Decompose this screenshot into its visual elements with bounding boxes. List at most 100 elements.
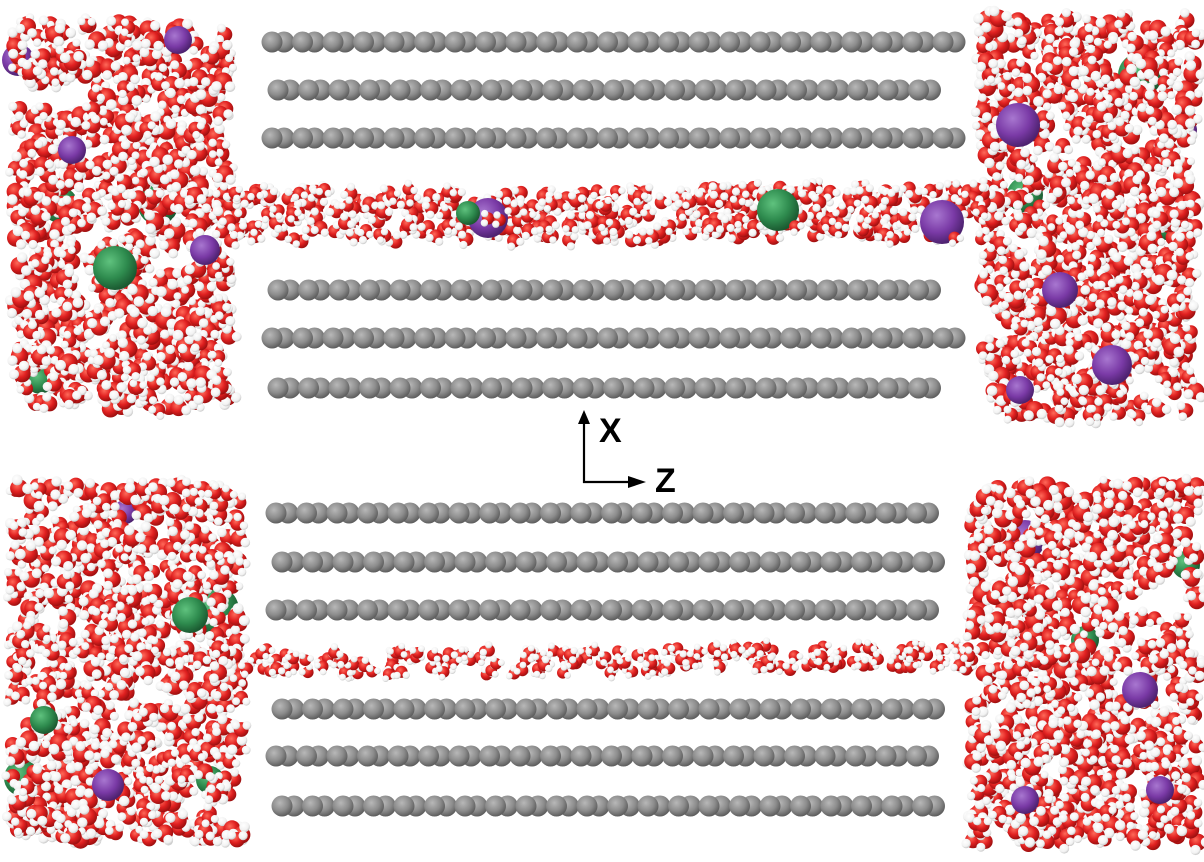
hydrogen-atom <box>106 16 117 26</box>
hydrogen-atom <box>982 112 992 122</box>
carbon-atom <box>292 127 313 149</box>
hydrogen-atom <box>1061 8 1071 18</box>
hydrogen-atom <box>1047 223 1056 231</box>
hydrogen-atom <box>148 405 157 414</box>
hydrogen-atom <box>1109 412 1118 421</box>
hydrogen-atom <box>105 99 117 110</box>
carbon-atom <box>328 279 350 301</box>
hydrogen-atom <box>1085 34 1094 44</box>
carbon-atom <box>597 31 618 53</box>
top-left-water-reservoir <box>2 13 242 420</box>
hydrogen-atom <box>231 331 242 342</box>
hydrogen-atom <box>1144 260 1153 269</box>
carbon-atom <box>719 127 740 149</box>
hydrogen-atom <box>1154 163 1163 172</box>
hydrogen-atom <box>1045 111 1055 121</box>
carbon-atom <box>511 279 533 301</box>
hydrogen-atom <box>1062 111 1071 120</box>
carbon-atom <box>389 279 411 301</box>
hydrogen-atom <box>1156 186 1167 198</box>
hydrogen-atom <box>978 93 987 102</box>
hydrogen-atom <box>186 378 197 389</box>
hydrogen-atom <box>1078 384 1090 396</box>
carbon-atom <box>267 79 289 101</box>
hydrogen-atom <box>22 308 33 319</box>
hydrogen-atom <box>399 230 408 239</box>
hydrogen-atom <box>1056 388 1065 396</box>
hydrogen-atom <box>34 139 44 149</box>
hydrogen-atom <box>1095 299 1105 309</box>
carbon-atom <box>414 31 435 53</box>
hydrogen-atom <box>1126 198 1136 209</box>
hydrogen-atom <box>96 93 106 103</box>
hydrogen-atom <box>1090 70 1102 82</box>
hydrogen-atom <box>1041 265 1053 276</box>
hydrogen-atom <box>136 335 146 345</box>
carbon-atom <box>664 377 685 399</box>
hydrogen-atom <box>1093 205 1101 213</box>
hydrogen-atom <box>70 116 82 128</box>
hydrogen-atom <box>1060 397 1069 406</box>
hydrogen-atom <box>1014 249 1025 260</box>
hydrogen-atom <box>1016 58 1025 67</box>
carbon-atom <box>688 327 710 349</box>
hydrogen-atom <box>1067 196 1076 205</box>
hydrogen-atom <box>222 39 233 51</box>
carbon-atom <box>420 79 441 101</box>
hydrogen-atom <box>1068 47 1079 57</box>
hydrogen-atom <box>972 121 981 130</box>
carbon-atom <box>633 79 655 101</box>
hydrogen-atom <box>201 77 211 87</box>
hydrogen-atom <box>117 337 128 348</box>
hydrogen-atom <box>1023 348 1032 357</box>
hydrogen-atom <box>1174 57 1183 66</box>
hydrogen-atom <box>1172 67 1182 77</box>
hydrogen-atom <box>82 102 91 111</box>
carbon-atom <box>664 79 685 101</box>
hydrogen-atom <box>1134 364 1145 375</box>
carbon-atom <box>694 79 716 101</box>
hydrogen-atom <box>41 211 51 222</box>
hydrogen-atom <box>981 295 992 307</box>
hydrogen-atom <box>1033 96 1044 107</box>
hydrogen-atom <box>1161 150 1169 158</box>
hydrogen-atom <box>15 23 26 34</box>
hydrogen-atom <box>119 350 130 362</box>
hydrogen-atom <box>1023 193 1034 204</box>
hydrogen-atom <box>201 203 211 213</box>
hydrogen-atom <box>109 238 118 247</box>
hydrogen-atom <box>173 292 182 300</box>
carbon-atom <box>633 279 655 301</box>
hydrogen-atom <box>1168 241 1178 252</box>
hydrogen-atom <box>1068 66 1079 77</box>
hydrogen-atom <box>192 130 201 139</box>
carbon-atom <box>566 31 588 53</box>
hydrogen-atom <box>211 81 222 92</box>
hydrogen-atom <box>125 112 136 123</box>
hydrogen-atom <box>51 307 62 318</box>
hydrogen-atom <box>1140 356 1150 366</box>
hydrogen-atom <box>35 166 45 177</box>
hydrogen-atom <box>1138 307 1148 317</box>
hydrogen-atom <box>832 188 841 197</box>
hydrogen-atom <box>208 45 218 55</box>
hydrogen-atom <box>1103 112 1114 123</box>
hydrogen-atom <box>1080 285 1091 295</box>
carbon-atom <box>298 377 319 399</box>
hydrogen-atom <box>1191 39 1200 49</box>
carbon-atom <box>572 279 594 301</box>
carbon-atom <box>475 127 496 149</box>
hydrogen-atom <box>1070 78 1082 90</box>
hydrogen-atom <box>68 208 78 218</box>
hydrogen-atom <box>1065 169 1074 178</box>
hydrogen-atom <box>84 39 95 50</box>
hydrogen-atom <box>131 176 140 185</box>
hydrogen-atom <box>164 228 175 239</box>
hydrogen-atom <box>132 54 141 63</box>
hydrogen-atom <box>77 218 86 228</box>
carbon-atom <box>627 31 649 53</box>
hydrogen-atom <box>230 392 242 403</box>
carbon-atom <box>664 279 685 301</box>
hydrogen-atom <box>1057 101 1067 110</box>
hydrogen-atom <box>1088 404 1097 413</box>
